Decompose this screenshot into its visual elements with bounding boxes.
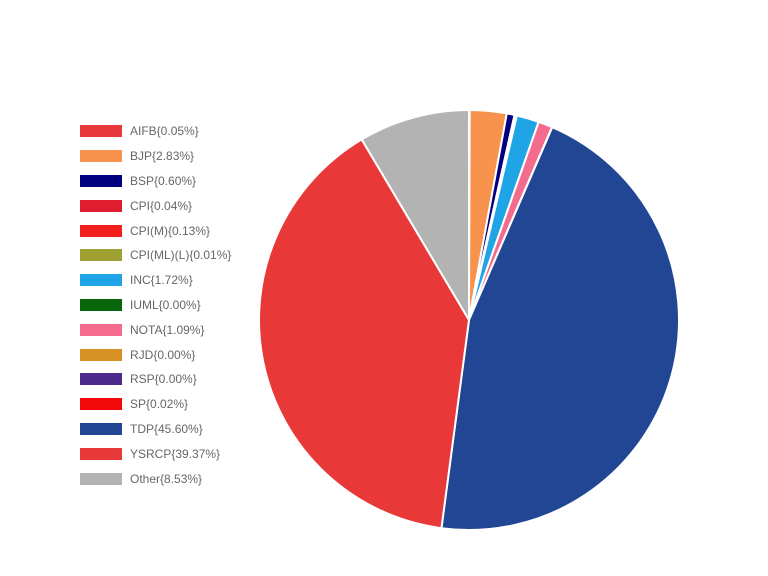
legend-item[interactable]: SP{0.02%} [80, 392, 231, 417]
legend-label: CPI(M){0.13%} [130, 223, 211, 238]
legend-label: AIFB{0.05%} [130, 124, 199, 139]
legend-swatch [80, 422, 122, 435]
legend-item[interactable]: RJD{0.00%} [80, 342, 231, 367]
legend-swatch [80, 472, 122, 485]
legend-swatch [80, 125, 122, 138]
legend-label: IUML{0.00%} [130, 297, 201, 312]
legend-label: CPI{0.04%} [130, 198, 193, 213]
legend-label: NOTA{1.09%} [130, 322, 205, 337]
legend-swatch [80, 174, 122, 187]
legend-item[interactable]: CPI(ML)(L){0.01%} [80, 243, 231, 268]
legend-item[interactable]: BJP{2.83%} [80, 144, 231, 169]
legend-label: BSP{0.60%} [130, 173, 197, 188]
legend-item[interactable]: Other{8.53%} [80, 466, 231, 491]
legend-swatch [80, 323, 122, 336]
legend-item[interactable]: RSP{0.00%} [80, 367, 231, 392]
legend-item[interactable]: NOTA{1.09%} [80, 317, 231, 342]
legend-swatch [80, 249, 122, 262]
legend-item[interactable]: IUML{0.00%} [80, 293, 231, 318]
legend-swatch [80, 150, 122, 163]
legend-item[interactable]: BSP{0.60%} [80, 169, 231, 194]
legend-label: RJD{0.00%} [130, 347, 196, 362]
pie-slice[interactable] [360, 109, 470, 321]
legend-label: INC{1.72%} [130, 273, 193, 288]
legend-swatch [80, 199, 122, 212]
legend-swatch [80, 398, 122, 411]
legend-item[interactable]: CPI(M){0.13%} [80, 218, 231, 243]
legend-swatch [80, 274, 122, 287]
legend-label: YSRCP{39.37%} [130, 446, 221, 461]
legend-item[interactable]: CPI{0.04%} [80, 193, 231, 218]
legend-item[interactable]: YSRCP{39.37%} [80, 441, 231, 466]
legend-item[interactable]: TDP{45.60%} [80, 417, 231, 442]
legend-label: SP{0.02%} [130, 397, 189, 412]
legend-label: TDP{45.60%} [130, 421, 203, 436]
chart-legend: AIFB{0.05%} BJP{2.83%} BSP{0.60%} CPI{0.04%… [80, 119, 231, 491]
pie-slice[interactable] [258, 138, 470, 530]
legend-swatch [80, 348, 122, 361]
legend-swatch [80, 224, 122, 237]
legend-item[interactable]: AIFB{0.05%} [80, 119, 231, 144]
legend-swatch [80, 373, 122, 386]
legend-swatch [80, 298, 122, 311]
legend-label: RSP{0.00%} [130, 372, 197, 387]
legend-swatch [80, 447, 122, 460]
pie-slice[interactable] [440, 126, 680, 531]
legend-label: CPI(ML)(L){0.01%} [130, 248, 232, 263]
legend-label: BJP{2.83%} [130, 149, 195, 164]
legend-item[interactable]: INC{1.72%} [80, 268, 231, 293]
legend-label: Other{8.53%} [130, 471, 203, 486]
